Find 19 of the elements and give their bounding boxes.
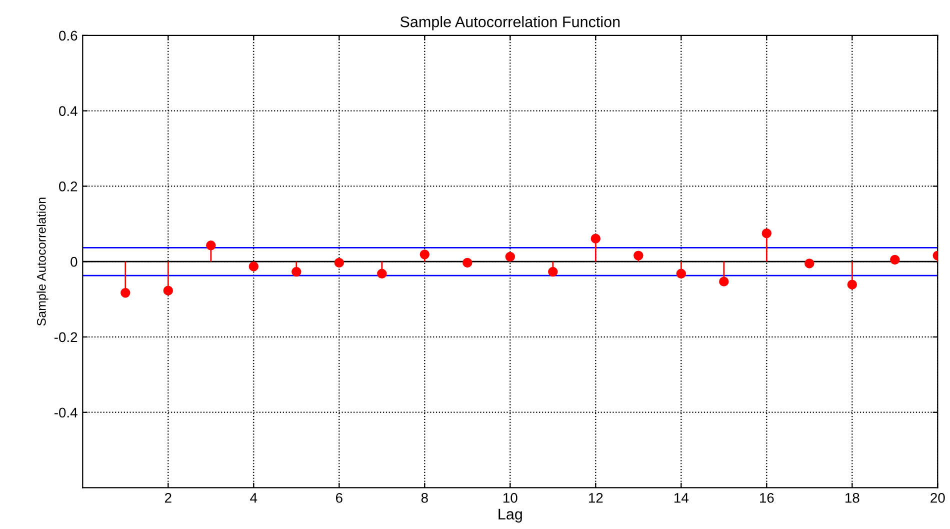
x-tick-label: 2: [164, 492, 172, 503]
x-tick-label: 18: [845, 492, 860, 503]
x-tick-label: 6: [336, 492, 342, 503]
y-tick-label: -0.4: [54, 408, 78, 418]
x-tick-label: 10: [503, 492, 518, 503]
x-tick-label: 16: [760, 492, 774, 503]
x-tick-label: 14: [674, 493, 688, 503]
y-tick-label: -0.2: [54, 332, 78, 342]
y-tick-label: 0: [70, 256, 78, 267]
x-axis-title: Lag: [498, 508, 522, 523]
y-tick-label: 0.2: [59, 182, 78, 192]
x-tick-label: 4: [250, 493, 258, 503]
x-tick-label: 8: [421, 492, 428, 503]
chart-title: Sample Autocorrelation Function: [400, 16, 620, 30]
y-tick-label: 0.6: [59, 30, 78, 41]
y-axis-title: Sample Autocorrelation: [36, 198, 48, 326]
y-tick-label: 0.4: [59, 106, 78, 116]
x-tick-label: 12: [588, 492, 603, 503]
x-tick-label: 20: [930, 492, 945, 503]
